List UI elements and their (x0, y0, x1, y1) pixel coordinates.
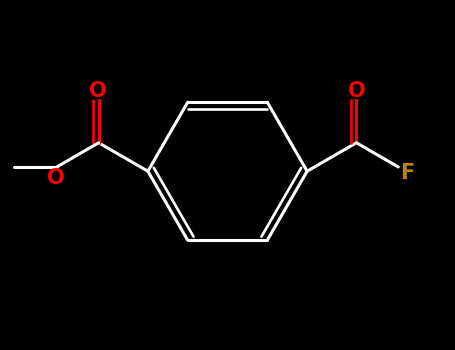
Text: O: O (89, 81, 106, 101)
Text: O: O (349, 81, 366, 101)
Text: O: O (47, 168, 65, 188)
Text: F: F (400, 163, 415, 183)
